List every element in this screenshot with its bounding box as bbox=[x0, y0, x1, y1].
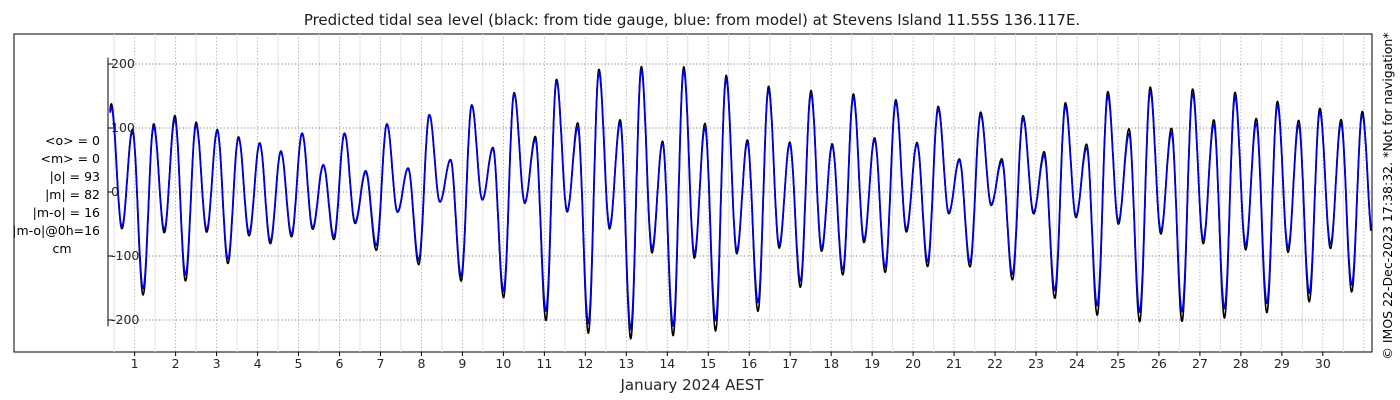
chart-title: Predicted tidal sea level (black: from t… bbox=[304, 11, 1080, 29]
stat-mean-model: <m> = 0 bbox=[41, 151, 101, 166]
x-tick-label: 20 bbox=[905, 356, 921, 371]
x-tick-label: 26 bbox=[1151, 356, 1167, 371]
x-tick-label: 22 bbox=[987, 356, 1003, 371]
y-tick-label: -100 bbox=[111, 248, 139, 263]
x-tick-label: 2 bbox=[172, 356, 180, 371]
x-tick-label: 15 bbox=[700, 356, 716, 371]
plot-frame bbox=[13, 33, 1373, 353]
stat-unit: cm bbox=[52, 241, 71, 256]
y-tick-label: -200 bbox=[111, 312, 139, 327]
x-tick-label: 13 bbox=[618, 356, 634, 371]
x-tick-label: 17 bbox=[782, 356, 798, 371]
x-tick-label: 14 bbox=[659, 356, 675, 371]
x-axis-label: January 2024 AEST bbox=[620, 376, 765, 394]
x-tick-label: 11 bbox=[536, 356, 552, 371]
x-tick-label: 27 bbox=[1192, 356, 1208, 371]
x-tick-label: 29 bbox=[1274, 356, 1290, 371]
watermark: © IMOS 22-Dec-2023 17:38:32. *Not for na… bbox=[1380, 32, 1395, 359]
x-tick-label: 5 bbox=[295, 356, 303, 371]
x-tick-label: 8 bbox=[417, 356, 425, 371]
series-model-line bbox=[109, 69, 1372, 331]
x-tick-label: 4 bbox=[254, 356, 262, 371]
x-tick-label: 16 bbox=[741, 356, 757, 371]
x-tick-label: 7 bbox=[376, 356, 384, 371]
y-tick-label: 0 bbox=[111, 184, 119, 199]
y-tick-label: 100 bbox=[111, 120, 135, 135]
x-tick-label: 10 bbox=[495, 356, 511, 371]
x-tick-label: 25 bbox=[1110, 356, 1126, 371]
x-tick-label: 1 bbox=[131, 356, 139, 371]
stat-abs-diff: |m-o| = 16 bbox=[33, 205, 100, 220]
y-tick-label: 200 bbox=[111, 56, 135, 71]
x-tick-label: 9 bbox=[458, 356, 466, 371]
stat-abs-observed: |o| = 93 bbox=[50, 169, 100, 184]
x-tick-label: 18 bbox=[823, 356, 839, 371]
x-tick-label: 19 bbox=[864, 356, 880, 371]
x-tick-label: 21 bbox=[946, 356, 962, 371]
x-tick-label: 6 bbox=[336, 356, 344, 371]
x-tick-label: 28 bbox=[1233, 356, 1249, 371]
x-tick-label: 23 bbox=[1028, 356, 1044, 371]
stat-mean-observed: <o> = 0 bbox=[45, 133, 100, 148]
stat-abs-model: |m| = 82 bbox=[45, 187, 100, 202]
x-tick-label: 3 bbox=[213, 356, 221, 371]
x-tick-label: 12 bbox=[577, 356, 593, 371]
stats-panel: <o> = 0 <m> = 0 |o| = 93 |m| = 82 |m-o| … bbox=[12, 133, 100, 256]
stat-abs-diff-lag0: |m-o|@0h=16 bbox=[12, 223, 100, 238]
series-gauge-line bbox=[109, 65, 1372, 340]
x-tick-label: 30 bbox=[1315, 356, 1331, 371]
x-tick-label: 24 bbox=[1069, 356, 1085, 371]
